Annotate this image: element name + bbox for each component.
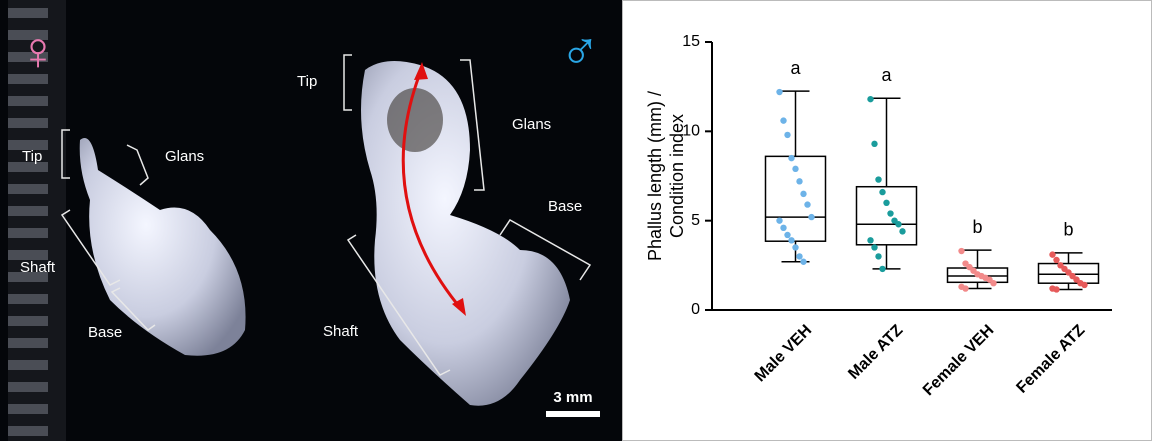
scale-label: 3 mm — [553, 389, 592, 406]
point — [796, 253, 802, 259]
label: Base — [548, 198, 582, 215]
point — [776, 217, 782, 223]
point — [871, 141, 877, 147]
point — [883, 200, 889, 206]
point — [776, 89, 782, 95]
point — [875, 176, 881, 182]
point — [784, 232, 790, 238]
point — [800, 191, 806, 197]
point — [887, 210, 893, 216]
label: Shaft — [20, 259, 56, 276]
point — [780, 117, 786, 123]
significance-letter: a — [790, 58, 801, 78]
significance-letter: b — [972, 217, 982, 237]
point — [796, 178, 802, 184]
glans-pigment — [387, 88, 443, 152]
point — [800, 259, 806, 265]
point — [808, 214, 814, 220]
point — [990, 280, 996, 286]
y-tick-label: 5 — [691, 212, 700, 229]
point — [895, 221, 901, 227]
point — [879, 266, 885, 272]
point — [784, 132, 790, 138]
point — [875, 253, 881, 259]
point — [788, 155, 794, 161]
point — [788, 237, 794, 243]
point — [792, 244, 798, 250]
y-label-line: Phallus length (mm) / — [645, 91, 665, 261]
point — [958, 248, 964, 254]
label: Tip — [297, 73, 317, 90]
y-tick-label: 0 — [691, 301, 700, 318]
point — [1053, 257, 1059, 263]
point — [871, 244, 877, 250]
point — [879, 189, 885, 195]
label: Tip — [22, 148, 42, 165]
point — [899, 228, 905, 234]
label: Glans — [512, 116, 551, 133]
point — [867, 96, 873, 102]
point — [1081, 282, 1087, 288]
figure: Tip Glans Shaft Base Tip Glans Base Shaf… — [0, 0, 1152, 441]
female-symbol: ♀ — [18, 21, 59, 81]
label: Shaft — [323, 323, 359, 340]
significance-letter: a — [881, 65, 892, 85]
y-tick-label: 10 — [682, 123, 700, 140]
point — [867, 237, 873, 243]
point — [1049, 251, 1055, 257]
label: Glans — [165, 148, 204, 165]
male-symbol: ♂ — [560, 21, 601, 81]
point — [780, 225, 786, 231]
y-tick-label: 15 — [682, 33, 700, 50]
scale-bar — [546, 411, 600, 417]
point — [792, 166, 798, 172]
label: Base — [88, 324, 122, 341]
significance-letter: b — [1063, 220, 1073, 240]
point — [1053, 286, 1059, 292]
point — [962, 285, 968, 291]
point — [804, 201, 810, 207]
